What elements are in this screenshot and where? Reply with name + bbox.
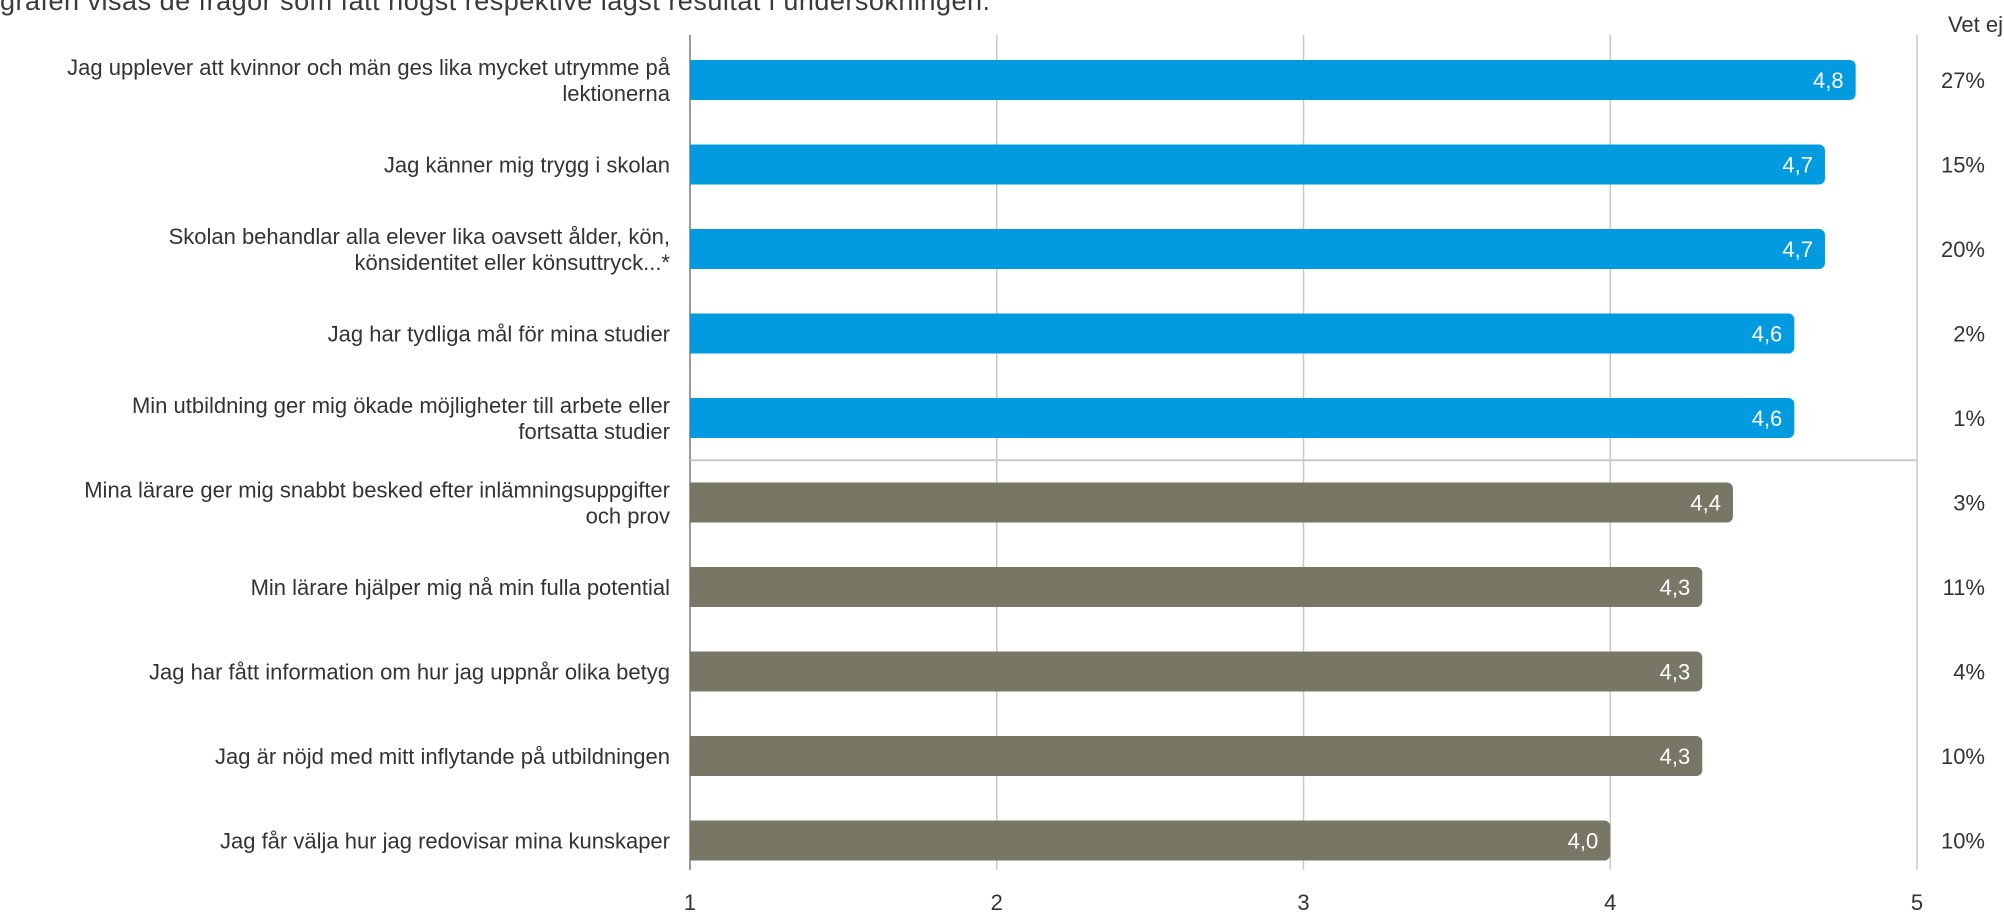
- category-label: Jag har tydliga mål för mina studier: [328, 322, 670, 347]
- bar-left-edge: [690, 651, 698, 692]
- vet-ej-value: 10%: [1941, 829, 1985, 854]
- category-label: och prov: [586, 504, 670, 529]
- x-tick-label: 4: [1604, 890, 1616, 915]
- vet-ej-column: Vet ej 27% 15% 20% 2% 1% 3% 11% 4% 10% 10%: [1941, 12, 2003, 854]
- bar-left-edge: [690, 567, 698, 607]
- vet-ej-value: 27%: [1941, 68, 1985, 93]
- bar-left-edge: [690, 60, 698, 100]
- vet-ej-value: 2%: [1953, 322, 1985, 347]
- data-label: 4,6: [1752, 322, 1783, 347]
- labels-layer: Jag upplever att kvinnor och män ges lik…: [67, 55, 671, 854]
- x-tick-label: 1: [684, 890, 696, 915]
- bar: [690, 736, 1703, 776]
- vet-ej-value: 15%: [1941, 153, 1985, 178]
- bar-left-edge: [690, 229, 698, 269]
- x-tick-label: 5: [1911, 890, 1923, 915]
- x-tick-label: 2: [991, 890, 1003, 915]
- data-label: 4,3: [1660, 744, 1691, 769]
- intro-text: grafen visas de frågor som fått högst re…: [0, 0, 991, 16]
- bar: [690, 567, 1703, 607]
- data-label: 4,8: [1813, 68, 1844, 93]
- category-label: fortsatta studier: [518, 419, 670, 444]
- grid-layer: [689, 35, 1918, 870]
- vet-ej-value: 1%: [1953, 406, 1985, 431]
- vet-ej-value: 11%: [1943, 575, 1985, 600]
- category-label: Jag upplever att kvinnor och män ges lik…: [67, 55, 671, 80]
- category-label: Jag är nöjd med mitt inflytande på utbil…: [215, 744, 670, 769]
- bar: [690, 651, 1703, 692]
- vet-ej-header: Vet ej: [1948, 12, 2003, 37]
- bar-left-edge: [690, 144, 698, 185]
- category-label: Jag känner mig trygg i skolan: [384, 153, 670, 178]
- data-label: 4,4: [1690, 491, 1721, 516]
- bar: [690, 398, 1795, 438]
- bars-layer: 4,8 4,7 4,7 4,6 4,6 4,4 4,3 4,3 4,3 4,0: [690, 60, 1856, 861]
- bar-left-edge: [690, 820, 698, 861]
- vet-ej-value: 4%: [1953, 660, 1985, 685]
- bar-left-edge: [690, 482, 698, 523]
- category-label: lektionerna: [562, 81, 670, 106]
- data-label: 4,6: [1752, 406, 1783, 431]
- bar-left-edge: [690, 398, 698, 438]
- category-label: Min utbildning ger mig ökade möjligheter…: [132, 393, 670, 418]
- data-label: 4,7: [1782, 237, 1813, 262]
- category-label: könsidentitet eller könsuttryck...*: [355, 250, 671, 275]
- bar: [690, 144, 1825, 185]
- vet-ej-value: 10%: [1941, 744, 1985, 769]
- bar: [690, 820, 1611, 861]
- category-label: Skolan behandlar alla elever lika oavset…: [169, 224, 670, 249]
- bar-left-edge: [690, 313, 698, 354]
- vet-ej-value: 3%: [1953, 491, 1985, 516]
- bar: [690, 482, 1733, 523]
- x-tick-label: 3: [1297, 890, 1309, 915]
- x-axis-ticks: 1 2 3 4 5: [684, 890, 1923, 915]
- data-label: 4,3: [1660, 575, 1691, 600]
- category-label: Min lärare hjälper mig nå min fulla pote…: [251, 575, 670, 600]
- bar: [690, 229, 1825, 269]
- category-label: Mina lärare ger mig snabbt besked efter …: [84, 478, 670, 503]
- bar: [690, 60, 1856, 100]
- data-label: 4,0: [1568, 829, 1599, 854]
- category-label: Jag har fått information om hur jag uppn…: [149, 660, 670, 685]
- vet-ej-value: 20%: [1941, 237, 1985, 262]
- data-label: 4,7: [1782, 153, 1813, 178]
- bar-left-edge: [690, 736, 698, 776]
- data-label: 4,3: [1660, 660, 1691, 685]
- bar: [690, 313, 1795, 354]
- category-label: Jag får välja hur jag redovisar mina kun…: [220, 829, 670, 854]
